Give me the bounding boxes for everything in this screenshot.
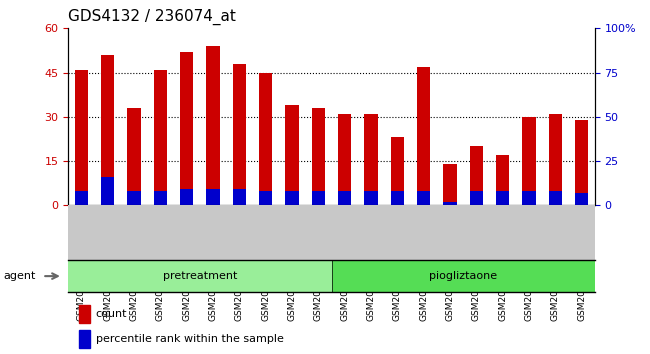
Bar bbox=[207, 189, 220, 205]
FancyBboxPatch shape bbox=[68, 260, 332, 292]
Bar bbox=[312, 108, 325, 205]
Bar bbox=[312, 191, 325, 205]
Text: piogliztaone: piogliztaone bbox=[429, 271, 497, 281]
Bar bbox=[417, 191, 430, 205]
Bar bbox=[259, 73, 272, 205]
Bar bbox=[338, 114, 351, 205]
Bar bbox=[233, 189, 246, 205]
Bar bbox=[127, 108, 140, 205]
Bar bbox=[470, 146, 483, 205]
Bar bbox=[523, 191, 536, 205]
Text: GDS4132 / 236074_at: GDS4132 / 236074_at bbox=[68, 9, 236, 25]
Bar bbox=[365, 114, 378, 205]
Bar bbox=[180, 52, 193, 205]
Bar bbox=[75, 191, 88, 205]
Bar bbox=[101, 177, 114, 205]
Bar bbox=[575, 120, 588, 205]
Bar bbox=[549, 114, 562, 205]
Bar bbox=[285, 191, 298, 205]
Bar bbox=[154, 191, 167, 205]
Text: percentile rank within the sample: percentile rank within the sample bbox=[96, 334, 283, 344]
Bar bbox=[75, 70, 88, 205]
Bar bbox=[154, 70, 167, 205]
Bar bbox=[443, 164, 456, 205]
Text: agent: agent bbox=[3, 271, 36, 281]
Bar bbox=[79, 305, 90, 323]
Bar bbox=[575, 193, 588, 205]
Bar bbox=[101, 55, 114, 205]
Bar bbox=[127, 191, 140, 205]
Bar bbox=[365, 191, 378, 205]
Bar bbox=[391, 191, 404, 205]
Bar bbox=[496, 191, 509, 205]
Bar bbox=[470, 191, 483, 205]
Bar bbox=[443, 202, 456, 205]
Bar bbox=[391, 137, 404, 205]
Bar bbox=[549, 191, 562, 205]
Bar bbox=[79, 330, 90, 348]
Bar bbox=[523, 117, 536, 205]
FancyBboxPatch shape bbox=[332, 260, 595, 292]
Bar bbox=[496, 155, 509, 205]
Bar bbox=[180, 189, 193, 205]
Bar bbox=[417, 67, 430, 205]
Text: pretreatment: pretreatment bbox=[162, 271, 237, 281]
Text: count: count bbox=[96, 309, 127, 319]
Bar bbox=[259, 191, 272, 205]
Bar bbox=[285, 105, 298, 205]
Bar bbox=[207, 46, 220, 205]
Bar bbox=[338, 191, 351, 205]
Bar bbox=[233, 64, 246, 205]
